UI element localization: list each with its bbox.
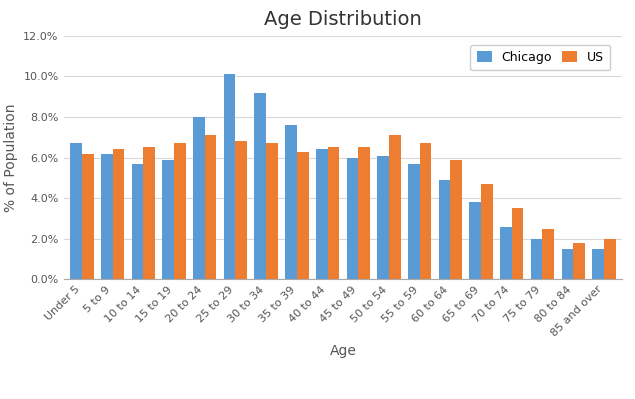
Bar (604, 239, 615, 279)
Bar (420, 143, 431, 279)
Bar (542, 229, 554, 279)
Bar (439, 180, 450, 279)
Bar (469, 202, 481, 279)
Bar (408, 164, 420, 279)
Bar (389, 135, 401, 279)
Bar (512, 208, 523, 279)
X-axis label: Age: Age (330, 344, 356, 358)
Bar (112, 150, 124, 279)
Bar (500, 227, 512, 279)
Y-axis label: % of Population: % of Population (4, 103, 18, 212)
Bar (285, 125, 297, 279)
Bar (377, 156, 389, 279)
Bar (573, 243, 585, 279)
Bar (481, 184, 493, 279)
Bar (70, 143, 82, 279)
Bar (561, 249, 573, 279)
Bar (131, 164, 144, 279)
Bar (236, 141, 247, 279)
Bar (531, 239, 542, 279)
Bar (316, 150, 328, 279)
Bar (144, 148, 155, 279)
Bar (328, 148, 339, 279)
Bar (297, 152, 309, 279)
Bar (592, 249, 604, 279)
Bar (450, 160, 462, 279)
Bar (204, 135, 217, 279)
Bar (224, 75, 236, 279)
Bar (358, 148, 370, 279)
Bar (174, 143, 185, 279)
Bar (101, 154, 112, 279)
Bar (266, 143, 277, 279)
Bar (347, 158, 358, 279)
Bar (255, 93, 266, 279)
Bar (193, 117, 204, 279)
Legend: Chicago, US: Chicago, US (471, 45, 610, 70)
Bar (163, 160, 174, 279)
Title: Age Distribution: Age Distribution (264, 10, 422, 29)
Bar (82, 154, 93, 279)
